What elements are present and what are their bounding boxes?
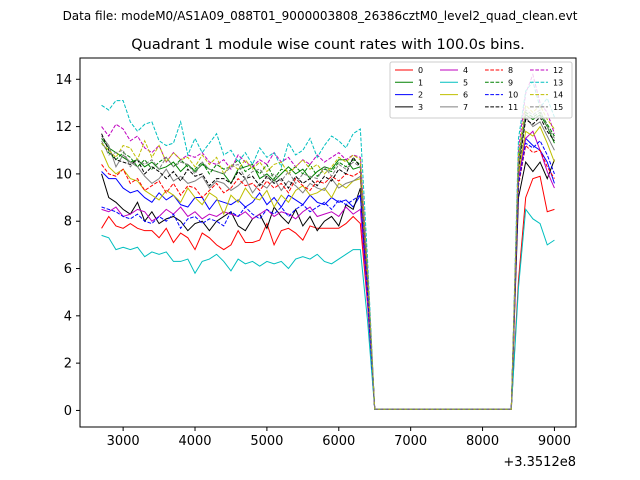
series-layer <box>101 72 555 410</box>
legend-label-9: 9 <box>508 78 513 87</box>
x-tick-label: 9000 <box>538 434 571 449</box>
legend-label-13: 13 <box>553 78 563 87</box>
legend-label-0: 0 <box>418 66 423 75</box>
y-axis: 0 2 4 6 8 10 12 14 <box>55 73 80 419</box>
legend-label-8: 8 <box>508 66 513 75</box>
x-axis-offset-label: +3.3512e8 <box>503 455 576 470</box>
y-tick-label: 2 <box>64 357 72 372</box>
legend-label-12: 12 <box>553 66 563 75</box>
legend-label-5: 5 <box>463 78 468 87</box>
legend-label-6: 6 <box>463 91 468 100</box>
x-tick-label: 3000 <box>107 434 140 449</box>
legend-frame <box>389 61 573 119</box>
series-line-14 <box>101 104 555 410</box>
x-tick-label: 6000 <box>322 434 355 449</box>
legend-label-3: 3 <box>418 103 423 112</box>
legend-label-14: 14 <box>553 91 563 100</box>
y-tick-label: 6 <box>64 262 72 277</box>
y-tick-label: 8 <box>64 215 72 230</box>
x-tick-label: 5000 <box>250 434 283 449</box>
figure-suptitle: Data file: modeM0/AS1A09_088T01_90000038… <box>63 9 578 23</box>
series-line-13 <box>101 80 555 410</box>
legend-label-15: 15 <box>553 103 563 112</box>
x-tick-label: 7000 <box>394 434 427 449</box>
y-tick-label: 12 <box>55 120 72 135</box>
x-tick-label: 8000 <box>466 434 499 449</box>
legend-label-2: 2 <box>418 91 423 100</box>
y-tick-label: 0 <box>64 404 72 419</box>
legend-label-11: 11 <box>508 103 518 112</box>
legend-label-1: 1 <box>418 78 423 87</box>
y-tick-label: 4 <box>64 309 72 324</box>
x-axis: 3000 4000 5000 6000 7000 8000 9000 <box>107 427 571 449</box>
y-tick-label: 14 <box>55 73 72 88</box>
x-tick-label: 4000 <box>178 434 211 449</box>
plot-area-frame <box>79 57 577 428</box>
chart-title: Quadrant 1 module wise count rates with … <box>131 37 525 53</box>
y-tick-label: 10 <box>55 167 72 182</box>
legend-label-7: 7 <box>463 103 468 112</box>
legend-label-4: 4 <box>463 66 468 75</box>
series-line-15 <box>101 109 555 410</box>
legend-label-10: 10 <box>508 91 518 100</box>
